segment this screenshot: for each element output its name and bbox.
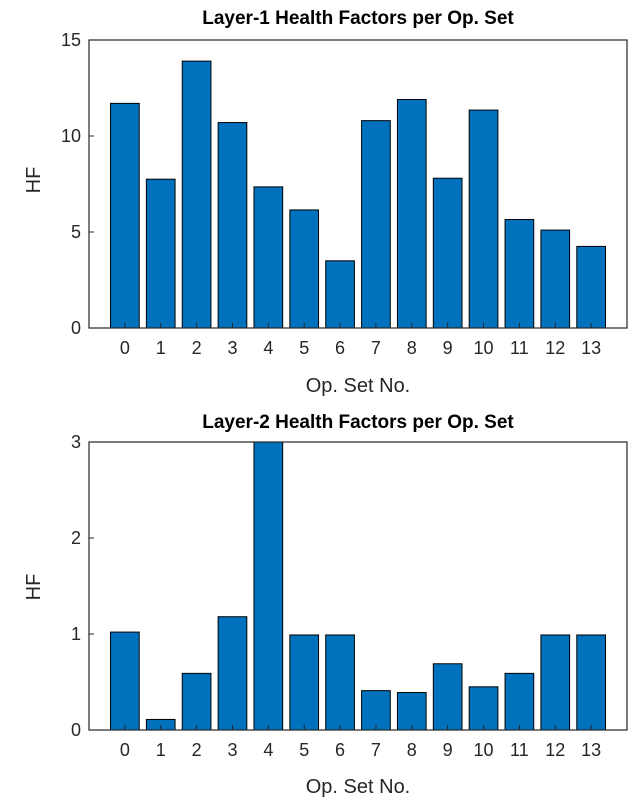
- y-axis-label: HF: [23, 167, 45, 194]
- bar-11: [504, 672, 535, 731]
- bar-12: [540, 634, 571, 731]
- x-tick-label: 11: [510, 740, 529, 760]
- bar-3: [217, 616, 248, 731]
- x-tick-label: 3: [227, 740, 237, 760]
- bar-2: [181, 672, 212, 731]
- x-tick-label: 8: [407, 338, 417, 358]
- y-tick-label: 15: [61, 30, 81, 50]
- y-tick-label: 2: [71, 528, 81, 548]
- x-tick-label: 0: [120, 740, 130, 760]
- x-tick-label: 7: [371, 338, 381, 358]
- x-tick-label: 8: [407, 740, 417, 760]
- chart-title: Layer-1 Health Factors per Op. Set: [202, 8, 514, 29]
- plot-frame: [88, 39, 628, 329]
- x-tick-label: 9: [443, 338, 453, 358]
- x-tick-label: 9: [443, 740, 453, 760]
- x-tick-label: 3: [227, 338, 237, 358]
- y-tick-label: 10: [61, 126, 81, 146]
- x-tick-label: 6: [335, 740, 345, 760]
- bar-4: [253, 441, 284, 731]
- bar-10: [468, 109, 499, 329]
- x-tick-labels: 0 1 2 3 4 5 6 7 8 9 10 11 12 13: [120, 725, 601, 760]
- x-tick-label: 4: [263, 740, 273, 760]
- y-tick-label: 1: [71, 624, 81, 644]
- bar-8: [396, 99, 427, 329]
- bar-6: [325, 260, 355, 329]
- bar-12: [540, 229, 571, 329]
- chart-layer-2: Layer-2 Health Factors per Op. Set HF Op…: [23, 412, 628, 798]
- y-tick-label: 5: [71, 222, 81, 242]
- bar-series: [110, 60, 606, 329]
- x-tick-label: 13: [581, 740, 601, 760]
- x-axis-label: Op. Set No.: [306, 776, 411, 798]
- bar-13: [576, 634, 606, 731]
- chart-layer-1: Layer-1 Health Factors per Op. Set HF Op…: [23, 8, 628, 397]
- x-tick-label: 10: [474, 338, 494, 358]
- x-tick-label: 10: [474, 740, 494, 760]
- y-tick-label: 0: [71, 720, 81, 740]
- bar-7: [361, 120, 391, 329]
- x-tick-label: 13: [581, 338, 601, 358]
- y-tick-label: 3: [71, 432, 81, 452]
- x-tick-label: 5: [299, 338, 309, 358]
- bar-5: [289, 634, 320, 731]
- bar-7: [361, 690, 391, 731]
- y-tick-labels: 0 5 10 15: [61, 30, 94, 338]
- x-tick-label: 2: [192, 338, 202, 358]
- bar-3: [217, 122, 248, 329]
- bar-2: [181, 60, 212, 329]
- x-tick-label: 12: [545, 740, 565, 760]
- bar-0: [110, 631, 140, 731]
- x-tick-label: 5: [299, 740, 309, 760]
- chart-title: Layer-2 Health Factors per Op. Set: [202, 412, 514, 433]
- bar-1: [145, 178, 176, 329]
- x-tick-label: 1: [156, 338, 166, 358]
- bar-5: [289, 209, 320, 329]
- bar-6: [325, 634, 355, 731]
- x-tick-label: 2: [192, 740, 202, 760]
- bar-4: [253, 186, 284, 329]
- x-tick-label: 1: [156, 740, 166, 760]
- x-tick-label: 6: [335, 338, 345, 358]
- plot-frame: [88, 441, 628, 731]
- x-tick-labels: 0 1 2 3 4 5 6 7 8 9 10 11 12 13: [120, 323, 601, 358]
- y-tick-labels: 0 1 2 3: [71, 432, 94, 740]
- x-tick-label: 0: [120, 338, 130, 358]
- y-axis-label: HF: [23, 574, 45, 601]
- x-axis-label: Op. Set No.: [306, 375, 411, 397]
- bar-9: [432, 177, 463, 329]
- x-tick-label: 7: [371, 740, 381, 760]
- x-tick-label: 12: [545, 338, 565, 358]
- bar-9: [432, 663, 463, 731]
- y-tick-label: 0: [71, 318, 81, 338]
- x-tick-label: 11: [510, 338, 529, 358]
- bar-10: [468, 686, 499, 731]
- bar-11: [504, 219, 535, 329]
- bar-series: [110, 441, 606, 731]
- x-tick-label: 4: [263, 338, 273, 358]
- bar-8: [396, 692, 427, 731]
- bar-13: [576, 245, 606, 329]
- bar-0: [110, 102, 140, 329]
